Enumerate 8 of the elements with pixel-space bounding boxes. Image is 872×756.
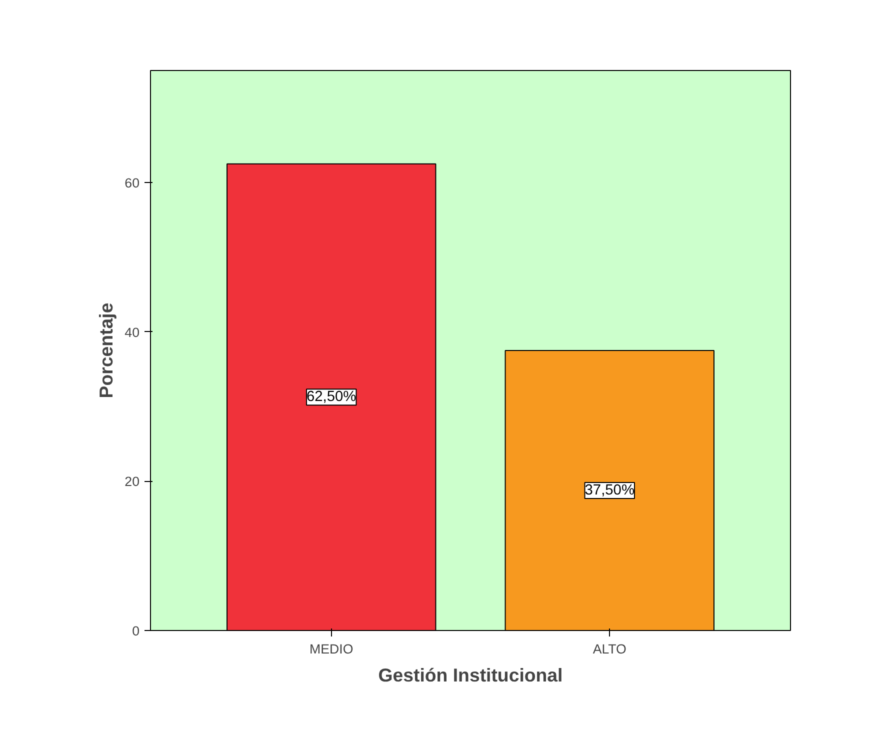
- y-tick-label: 60: [124, 176, 140, 190]
- x-tick-label: MEDIO: [310, 642, 354, 656]
- y-tick-label: 40: [124, 324, 140, 340]
- x-axis-title: Gestión Institucional: [378, 664, 563, 686]
- y-tick-label: 20: [124, 474, 140, 490]
- x-tick-label: ALTO: [592, 642, 626, 656]
- y-tick-label: 0: [132, 624, 140, 638]
- y-axis-title: Porcentaje: [96, 302, 117, 398]
